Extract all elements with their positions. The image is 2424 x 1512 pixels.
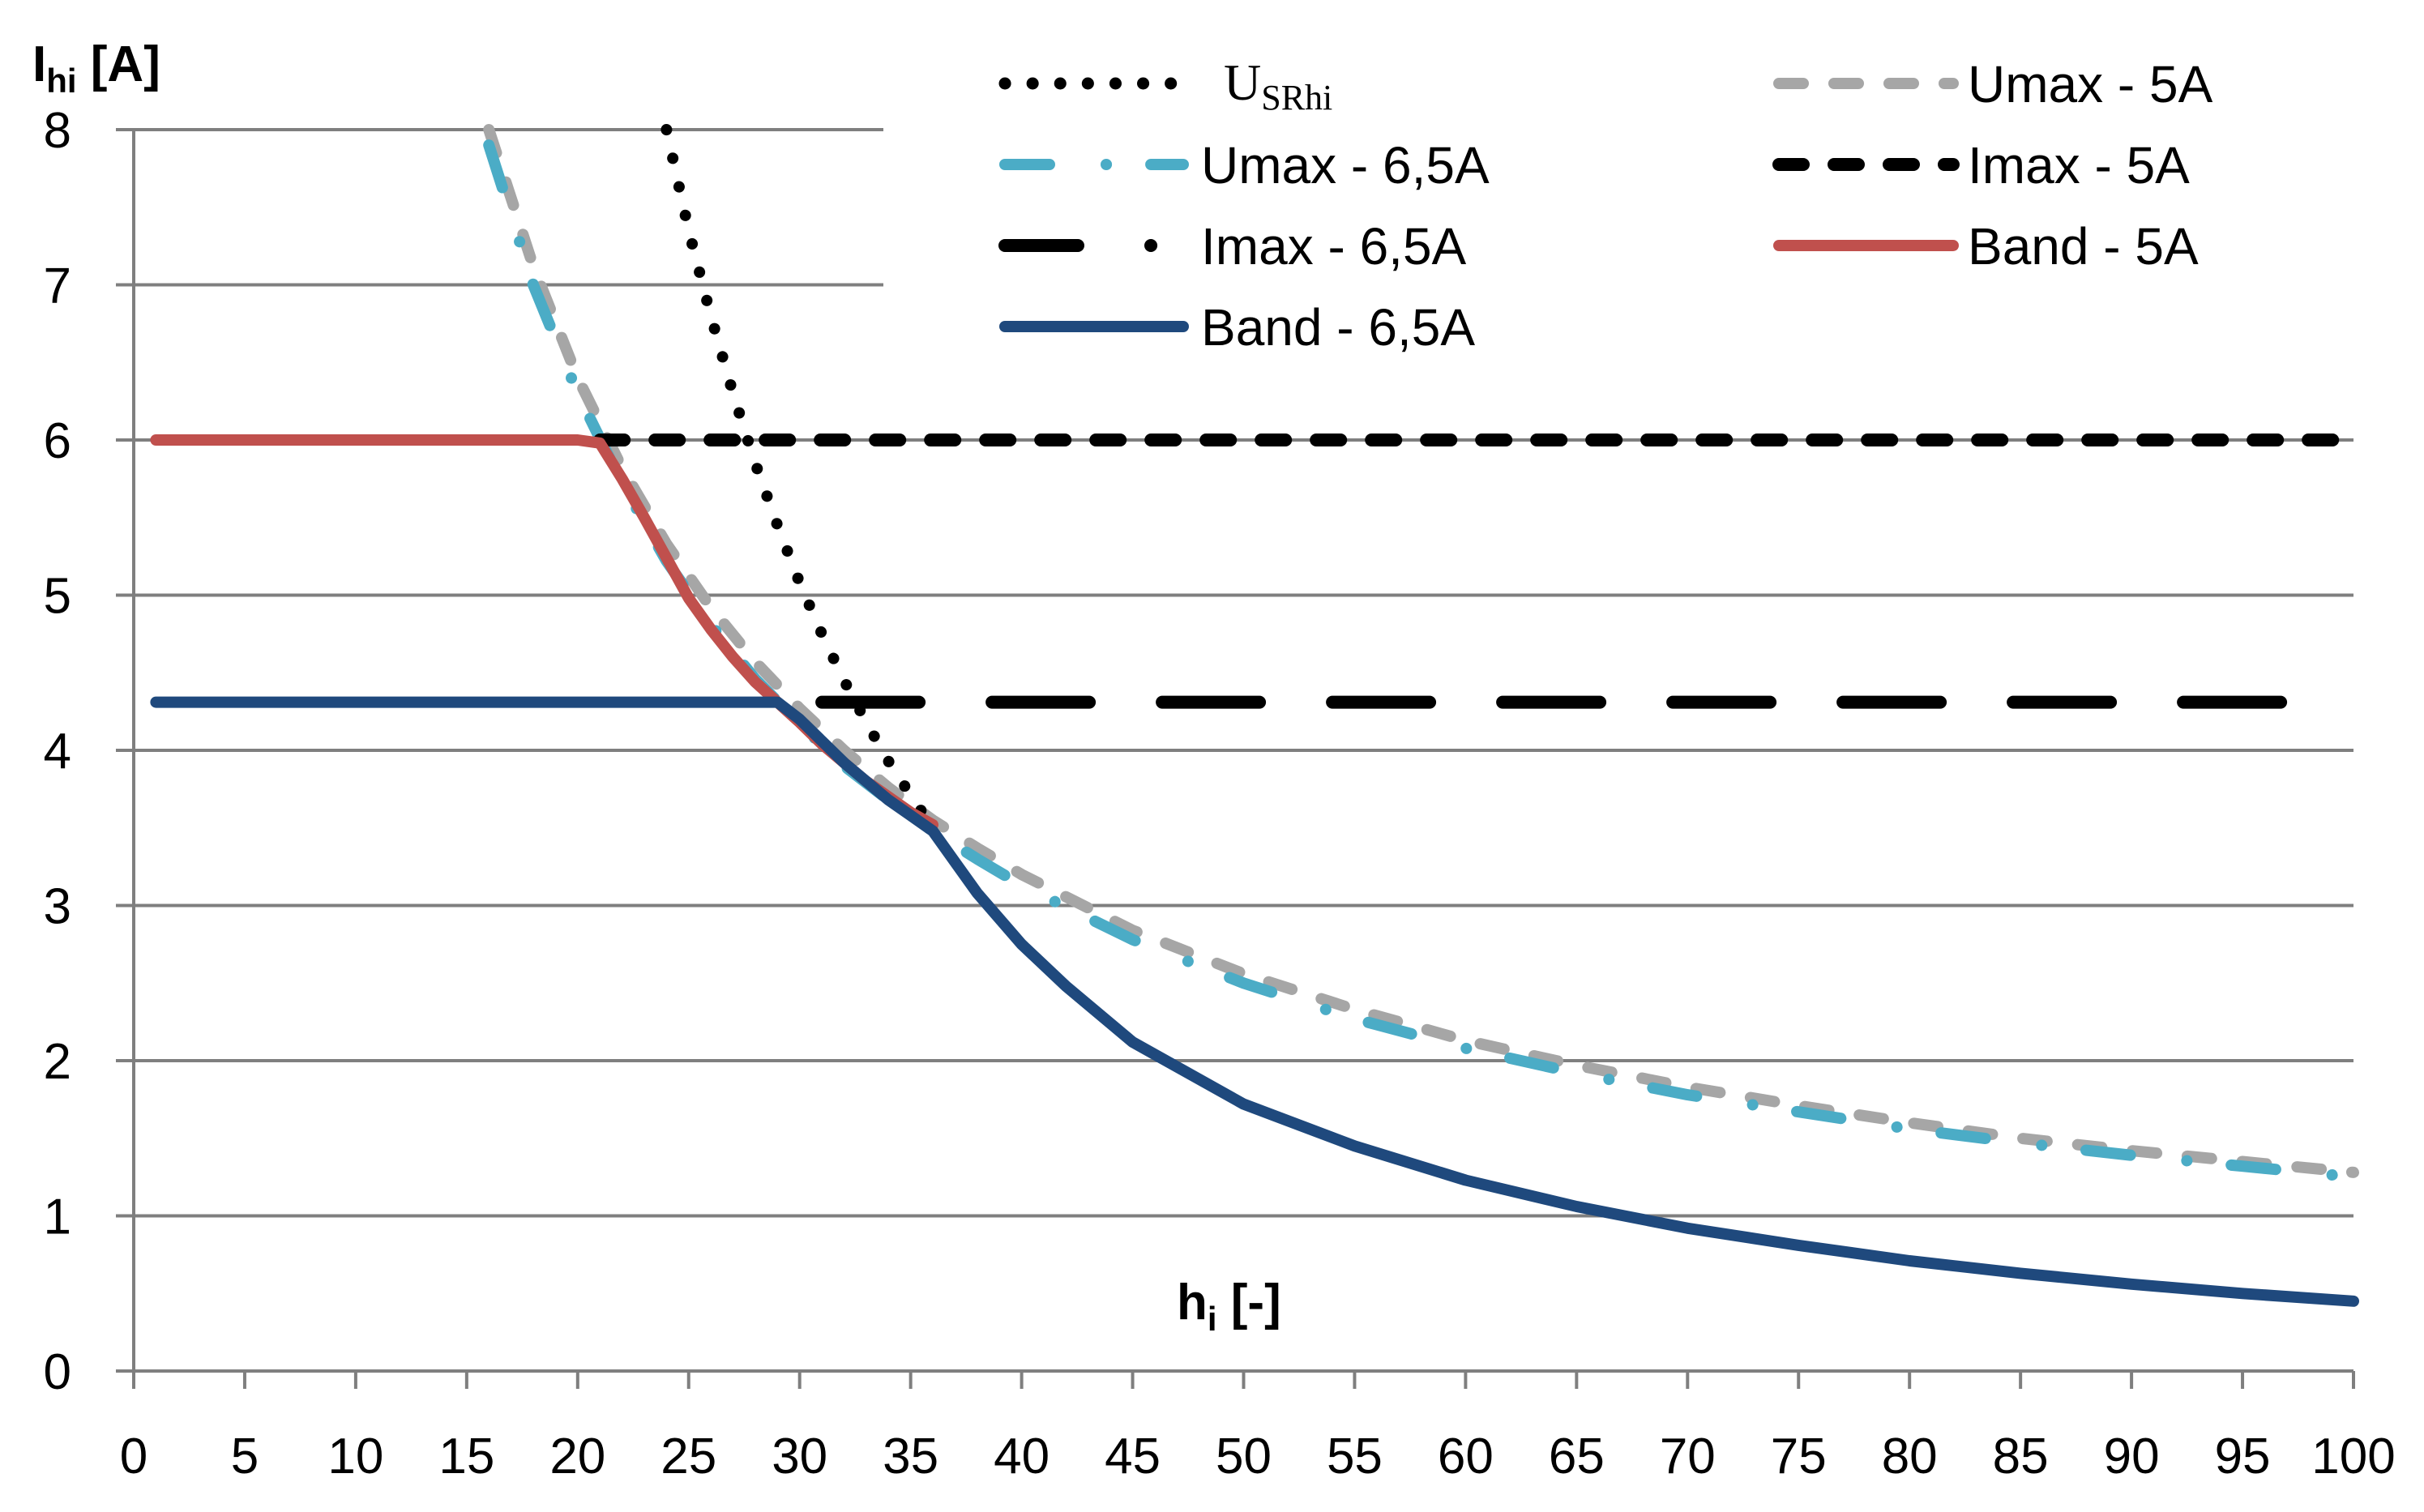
legend-label-band-5a: Band - 5A — [1968, 217, 2199, 275]
x-tick-label: 10 — [327, 1429, 383, 1484]
series-group — [150, 124, 2360, 1307]
x-tick-label: 70 — [1660, 1429, 1716, 1484]
x-tick-label: 65 — [1549, 1429, 1605, 1484]
legend-item-umax-6-5a: Umax - 6,5A — [999, 136, 1490, 194]
series-line-band-6-5a — [150, 696, 2359, 1307]
y-tick-label: 0 — [44, 1344, 71, 1400]
x-tick-label: 75 — [1771, 1429, 1827, 1484]
x-tick-label: 60 — [1438, 1429, 1494, 1484]
x-tick-label: 100 — [2311, 1429, 2395, 1484]
x-tick-label: 35 — [883, 1429, 938, 1484]
legend-label-imax-5a: Imax - 5A — [1968, 136, 2190, 194]
x-tick-label: 15 — [438, 1429, 494, 1484]
legend-item-band-6-5a: Band - 6,5A — [999, 298, 1475, 357]
y-tick-label: 8 — [44, 103, 71, 159]
grid-lines — [134, 128, 2353, 1218]
x-tick-label: 90 — [2104, 1429, 2160, 1484]
x-tick-label: 25 — [661, 1429, 716, 1484]
y-tick-label: 6 — [44, 413, 71, 469]
legend-label-umax-5a: Umax - 5A — [1968, 55, 2213, 113]
x-tick-label: 45 — [1105, 1429, 1161, 1484]
x-tick-label: 80 — [1882, 1429, 1938, 1484]
legend-item-usrhi: USRhi — [998, 53, 1332, 117]
x-tick-label: 5 — [231, 1429, 259, 1484]
x-tick-label: 50 — [1216, 1429, 1272, 1484]
y-tick-label: 4 — [44, 724, 71, 779]
x-tick-label: 95 — [2215, 1429, 2271, 1484]
legend-label-imax-6-5a: Imax - 6,5A — [1201, 217, 1467, 275]
legend-item-band-5a: Band - 5A — [1773, 217, 2199, 275]
axes — [116, 128, 2355, 1389]
y-tick-label: 2 — [44, 1034, 71, 1090]
legend-label-umax-6-5a: Umax - 6,5A — [1201, 136, 1490, 194]
x-tick-label: 30 — [772, 1429, 827, 1484]
x-tick-label: 55 — [1327, 1429, 1383, 1484]
legend-item-imax-6-5a: Imax - 6,5A — [998, 217, 1467, 275]
y-tick-label: 3 — [44, 879, 71, 935]
x-axis-title: hi [-] — [1177, 1275, 1281, 1338]
y-tick-label: 1 — [44, 1190, 71, 1245]
x-tick-label: 40 — [994, 1429, 1050, 1484]
series-line-u — [661, 124, 938, 834]
legend-item-umax-5a: Umax - 5A — [1773, 55, 2213, 113]
x-tick-label: 20 — [549, 1429, 605, 1484]
legend: USRhi Umax - 6,5A Imax - 6,5A Band - 6,5… — [998, 53, 2213, 357]
legend-item-imax-5a: Imax - 5A — [1772, 136, 2190, 194]
y-tick-label: 5 — [44, 569, 71, 625]
legend-label-band-6-5a: Band - 6,5A — [1201, 298, 1475, 357]
legend-label-usrhi: USRhi — [1224, 53, 1332, 117]
y-tick-label: 7 — [44, 258, 71, 314]
y-axis-title: Ihi [A] — [32, 36, 160, 100]
x-tick-label: 0 — [120, 1429, 147, 1484]
x-tick-label: 85 — [1993, 1429, 2049, 1484]
series-line-umax-5a — [483, 124, 2359, 1178]
